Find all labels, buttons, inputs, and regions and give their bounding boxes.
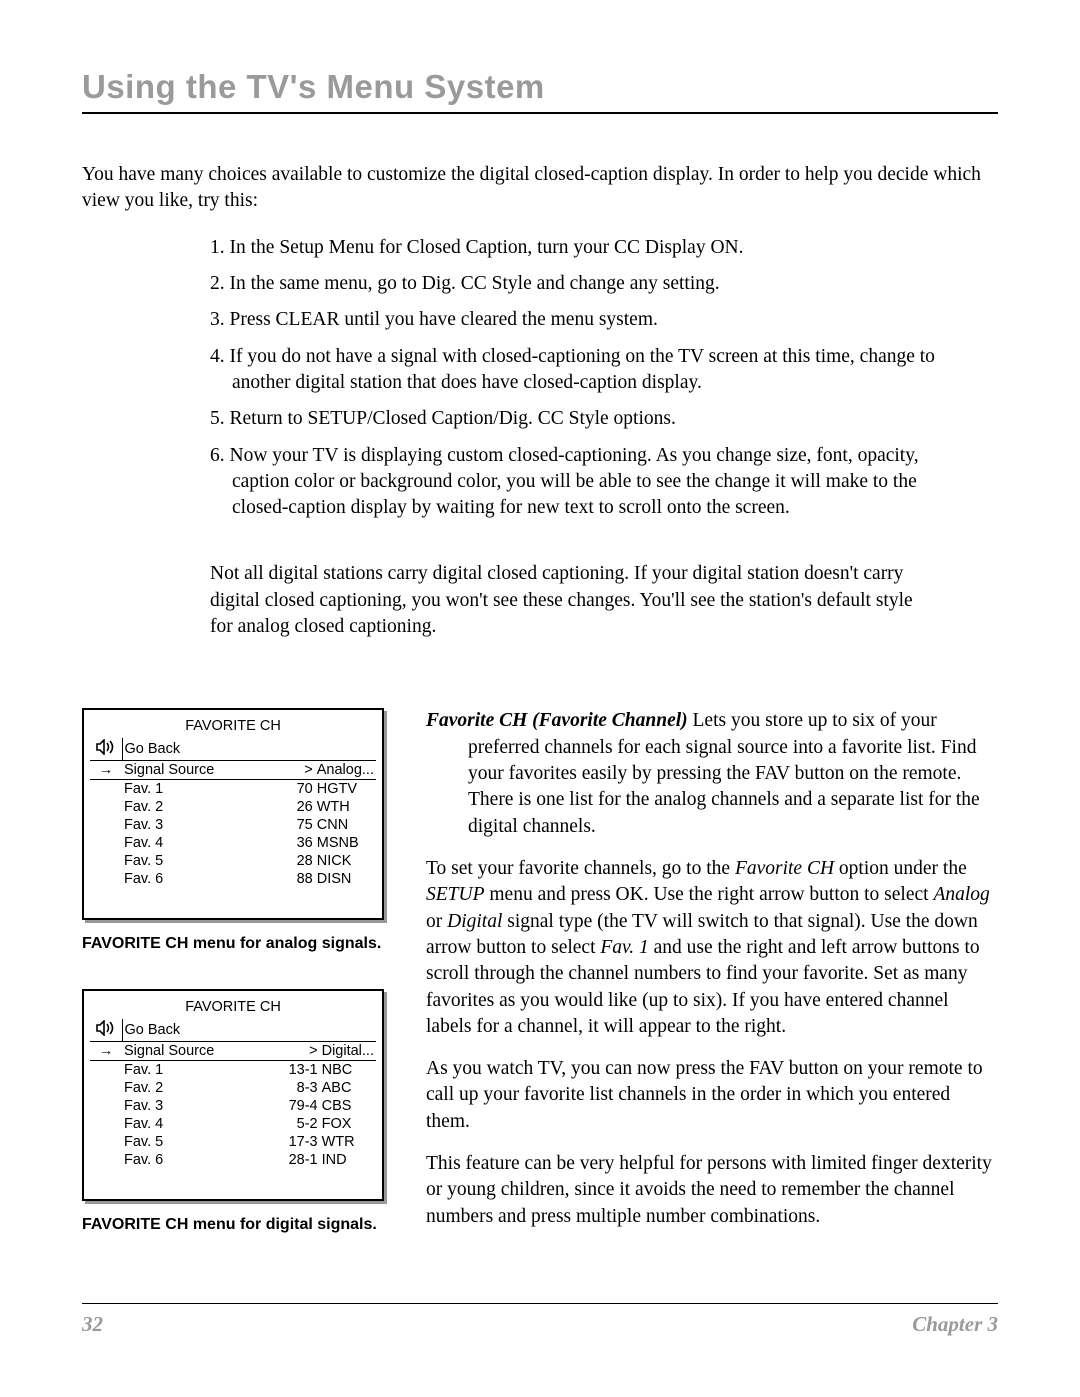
signal-source-label: Signal Source [122,1042,268,1061]
menu-caption-analog: FAVORITE CH menu for analog signals. [82,934,384,955]
fav-num: 8-3 [268,1079,319,1097]
page-footer: 32 Chapter 3 [82,1303,998,1337]
fav-label: Fav. 5 [122,1133,268,1151]
favorite-ch-definition: Favorite CH (Favorite Channel) Lets you … [426,708,998,840]
fav-num: 28 [281,852,315,870]
menu-table: Go Back → Signal Source > Digital... Fav… [90,1019,376,1169]
signal-value: Analog... [315,761,376,780]
fav-num: 17-3 [268,1133,319,1151]
speaker-icon [90,1019,122,1042]
speaker-icon [90,738,122,761]
page-number: 32 [82,1312,103,1337]
fav-num: 88 [281,870,315,888]
fav-label: Fav. 2 [122,798,281,816]
go-back-row: Go Back [122,738,376,761]
fav-num: 75 [281,816,315,834]
fav-name: HGTV [315,780,376,799]
page-title: Using the TV's Menu System [82,68,998,106]
signal-value: Digital... [320,1042,376,1061]
accessibility-paragraph: This feature can be very helpful for per… [426,1151,998,1230]
fav-name: IND [320,1151,376,1169]
fav-name: FOX [320,1115,376,1133]
step-item: 6. Now your TV is displaying custom clos… [210,443,948,522]
note-paragraph: Not all digital stations carry digital c… [82,561,998,640]
fav-label: Fav. 6 [122,1151,268,1169]
favorite-ch-menu-digital: FAVORITE CH Go Back → Signal Source > Di… [82,989,384,1201]
fav-name: WTR [320,1133,376,1151]
left-column: FAVORITE CH Go Back → Signal Source > An… [82,708,384,1270]
arrow-right-icon: → [90,1042,122,1061]
fav-name: DISN [315,870,376,888]
fav-num: 79-4 [268,1097,319,1115]
intro-paragraph: You have many choices available to custo… [82,162,998,215]
step-item: 3. Press CLEAR until you have cleared th… [210,307,948,333]
title-rule [82,112,998,114]
fav-name: MSNB [315,834,376,852]
setup-instructions: To set your favorite channels, go to the… [426,856,998,1040]
fav-name: CNN [315,816,376,834]
step-item: 5. Return to SETUP/Closed Caption/Dig. C… [210,406,948,432]
fav-label: Fav. 3 [122,816,281,834]
menu-table: Go Back → Signal Source > Analog... Fav.… [90,738,376,888]
steps-list: 1. In the Setup Menu for Closed Caption,… [82,235,998,522]
fav-button-paragraph: As you watch TV, you can now press the F… [426,1056,998,1135]
fav-name: ABC [320,1079,376,1097]
chevron-right-icon: > [281,761,315,780]
right-column: Favorite CH (Favorite Channel) Lets you … [426,708,998,1270]
fav-num: 36 [281,834,315,852]
step-item: 2. In the same menu, go to Dig. CC Style… [210,271,948,297]
signal-source-label: Signal Source [122,761,281,780]
fav-name: NBC [320,1061,376,1080]
favorite-ch-menu-analog: FAVORITE CH Go Back → Signal Source > An… [82,708,384,920]
fav-label: Fav. 1 [122,780,281,799]
fav-name: CBS [320,1097,376,1115]
fav-label: Fav. 5 [122,852,281,870]
chapter-label: Chapter 3 [912,1312,998,1337]
fav-num: 5-2 [268,1115,319,1133]
fav-label: Fav. 4 [122,834,281,852]
fav-label: Fav. 3 [122,1097,268,1115]
fav-label: Fav. 1 [122,1061,268,1080]
fav-label: Fav. 2 [122,1079,268,1097]
fav-name: WTH [315,798,376,816]
go-back-row: Go Back [122,1019,376,1042]
fav-num: 26 [281,798,315,816]
fav-num: 70 [281,780,315,799]
term-label: Favorite CH (Favorite Channel) [426,710,688,731]
fav-name: NICK [315,852,376,870]
fav-num: 28-1 [268,1151,319,1169]
chevron-right-icon: > [268,1042,319,1061]
fav-label: Fav. 4 [122,1115,268,1133]
menu-caption-digital: FAVORITE CH menu for digital signals. [82,1215,384,1236]
menu-title: FAVORITE CH [90,997,376,1019]
menu-title: FAVORITE CH [90,716,376,738]
step-item: 4. If you do not have a signal with clos… [210,344,948,397]
step-item: 1. In the Setup Menu for Closed Caption,… [210,235,948,261]
fav-num: 13-1 [268,1061,319,1080]
fav-label: Fav. 6 [122,870,281,888]
arrow-right-icon: → [90,761,122,780]
